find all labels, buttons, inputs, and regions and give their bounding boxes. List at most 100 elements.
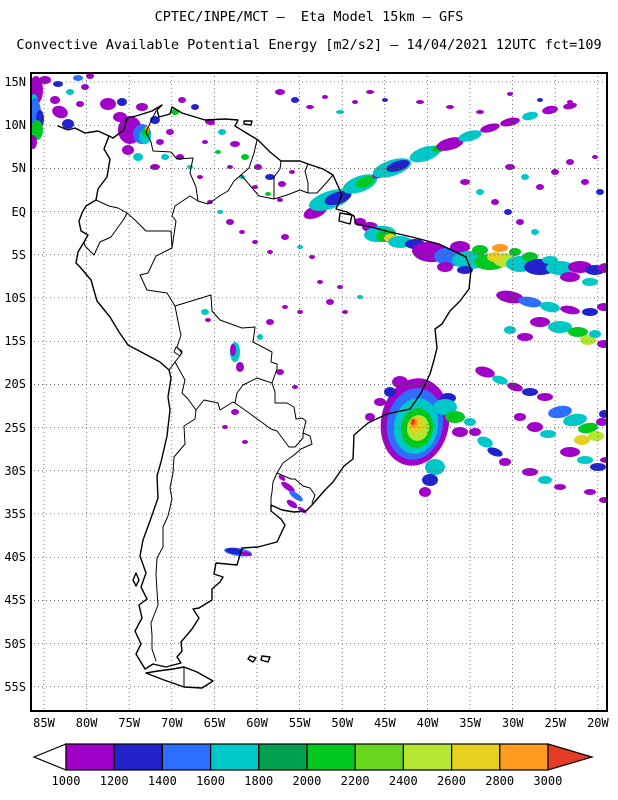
lat-label: 15S — [4, 334, 27, 348]
cape-contour-blob — [202, 140, 208, 144]
border-peru-brazil — [140, 248, 175, 306]
lat-label: 10S — [4, 291, 27, 305]
cape-contour-blob — [73, 75, 83, 81]
trinidad-island — [244, 121, 252, 125]
border-brazil-argentina — [277, 433, 312, 473]
chart-subtitle: Convective Available Potential Energy [m… — [0, 37, 618, 53]
cape-contour-blob — [446, 105, 454, 109]
cape-contour-blob — [538, 476, 552, 484]
cape-contour-blob — [507, 92, 513, 96]
lon-label: 25W — [535, 716, 575, 732]
lon-label: 65W — [194, 716, 234, 732]
chiloe-island — [133, 573, 139, 586]
cape-contour-blob — [479, 122, 500, 135]
cape-contour-blob — [266, 319, 274, 325]
cape-contour-blob — [472, 245, 488, 255]
cape-contour-blob — [178, 97, 186, 103]
cape-contour-blob — [374, 398, 386, 406]
cape-contour-blob — [522, 388, 538, 396]
border-colombia-peru — [127, 213, 172, 248]
cape-contour-blob — [554, 484, 566, 490]
cape-contour-blob — [537, 393, 553, 401]
cape-contour-blob — [566, 159, 574, 165]
cape-contour-blob — [476, 110, 484, 114]
lat-label: 15N — [4, 75, 27, 89]
cape-contour-blob — [527, 422, 543, 432]
border-suriname-frguiana — [305, 164, 308, 193]
border-bolivia-argentina — [196, 400, 235, 410]
lon-label: 85W — [24, 716, 64, 732]
lat-label: 55S — [4, 680, 27, 694]
border-colombia-brazil — [172, 196, 198, 248]
colorbar-segment — [259, 744, 307, 770]
cape-contour-blob — [215, 150, 221, 154]
cape-contour-blob — [539, 300, 560, 313]
lat-label: 40S — [4, 550, 27, 564]
cape-contour-blob — [291, 97, 299, 103]
tierra-del-fuego — [146, 667, 213, 688]
lat-label: 30S — [4, 464, 27, 478]
cape-contour-blob — [486, 446, 504, 459]
cape-contour-blob — [499, 458, 511, 466]
cape-contour-blob — [540, 430, 556, 438]
lon-label: 50W — [322, 716, 362, 732]
border-paraguay-brazil — [272, 383, 306, 433]
colorbar-segment — [66, 744, 114, 770]
cape-contour-blob — [242, 440, 248, 444]
cape-contour-blob — [326, 299, 334, 305]
lon-label: 70W — [152, 716, 192, 732]
cape-contour-blob — [504, 326, 516, 334]
colorbar-segment — [403, 744, 451, 770]
cape-contour-blob — [517, 333, 533, 341]
cape-contour-blob — [419, 487, 431, 497]
lon-label: 40W — [407, 716, 447, 732]
colorbar-tick-label: 2200 — [335, 774, 375, 790]
cape-contour-blob — [306, 105, 314, 109]
weather-chart-page: CPTEC/INPE/MCT — Eta Model 15km — GFS Co… — [0, 0, 618, 800]
lat-label: 10N — [4, 118, 27, 132]
cape-contour-blob — [277, 198, 283, 202]
colorbar-tick-label: 2400 — [383, 774, 423, 790]
longitude-axis-labels: 85W80W75W70W65W60W55W50W45W40W35W30W25W2… — [24, 716, 618, 732]
cape-contour-blob — [592, 155, 598, 159]
cape-contour-blob — [460, 179, 470, 185]
cape-contour-blob — [514, 413, 526, 421]
cape-contour-blob — [201, 309, 209, 315]
cape-contour-blob — [136, 103, 148, 111]
cape-contour-blob — [150, 164, 160, 170]
cape-contour-blob — [582, 308, 598, 316]
cape-contour-blob — [278, 181, 286, 187]
colorbar-segment — [307, 744, 355, 770]
cape-contour-blob — [516, 219, 524, 225]
cape-contour-blob — [292, 385, 298, 389]
colorbar-tick-label: 1600 — [191, 774, 231, 790]
lon-label: 20W — [578, 716, 618, 732]
cape-contour-blob — [492, 244, 508, 252]
cape-contour-blob — [297, 310, 303, 314]
cape-contour-blob — [161, 154, 169, 160]
cape-contour-blob — [236, 362, 244, 372]
cape-contour-blob — [530, 317, 550, 327]
colorbar-tick-label: 1800 — [239, 774, 279, 790]
cape-contour-blob — [589, 330, 601, 338]
cape-contour-blob — [425, 459, 445, 475]
cape-contour-blob — [297, 505, 307, 514]
cape-contour-blob — [584, 489, 596, 495]
lon-label: 35W — [450, 716, 490, 732]
cape-contour-blob — [133, 153, 143, 161]
cape-contour-blob — [257, 334, 263, 340]
lon-label: 30W — [493, 716, 533, 732]
cape-contour-blob — [491, 199, 499, 205]
colorbar-segment — [452, 744, 500, 770]
colorbar-left-arrow — [34, 744, 66, 770]
cape-contour-blob — [309, 255, 315, 259]
cape-contour-blob — [560, 272, 580, 282]
colorbar-tick-label: 1000 — [46, 774, 86, 790]
cape-contour-blob — [230, 344, 236, 356]
lat-label: 5S — [12, 248, 27, 262]
cape-contour-blob — [156, 139, 164, 145]
colorbar-segment — [355, 744, 403, 770]
border-bolivia-chile — [175, 362, 196, 410]
cape-contour-blob — [76, 101, 84, 107]
cape-contour-blob — [582, 278, 598, 286]
